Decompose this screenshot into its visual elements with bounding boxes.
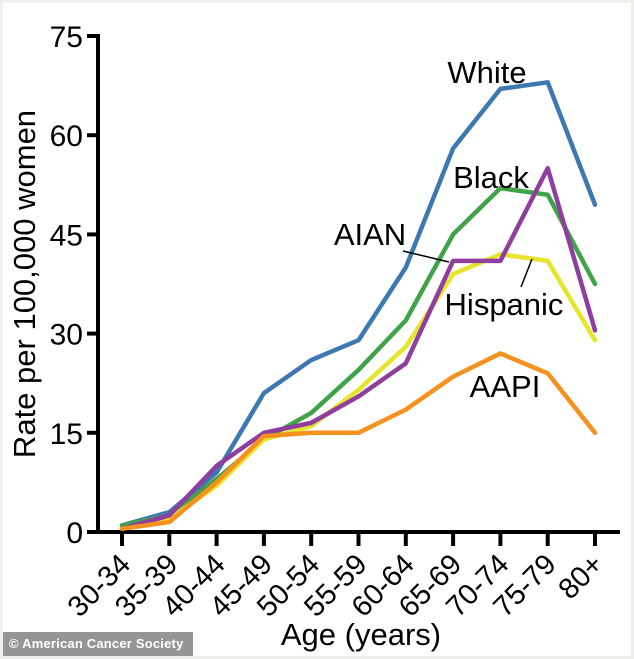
series-label-aian: AIAN: [334, 217, 406, 252]
callout-line-hispanic: [520, 258, 533, 288]
x-axis-title: Age (years): [281, 617, 441, 652]
series-label-white: White: [447, 55, 526, 90]
series-line-aian: [119, 166, 598, 531]
watermark-text: © American Cancer Society: [9, 636, 184, 651]
series-label-aapi: AAPI: [470, 369, 541, 404]
series-line-aapi: [119, 351, 598, 531]
series-line-black: [119, 185, 598, 528]
series-label-black: Black: [453, 160, 529, 195]
y-tick-label-60: 60: [50, 120, 83, 153]
line-chart: 0153045607530-3435-3940-4445-4950-5455-5…: [7, 21, 620, 652]
y-tick-label-0: 0: [66, 517, 83, 550]
y-tick-label-30: 30: [50, 319, 83, 352]
y-tick-label-75: 75: [50, 21, 83, 54]
series-line-white: [119, 80, 598, 528]
callout-line-aian: [402, 250, 450, 263]
series-label-hispanic: Hispanic: [445, 287, 564, 322]
y-tick-label-45: 45: [50, 219, 83, 252]
watermark-badge: © American Cancer Society: [3, 632, 193, 656]
x-tick-label-80-: 80+: [553, 548, 610, 605]
y-tick-label-15: 15: [50, 418, 83, 451]
y-axis-title: Rate per 100,000 women: [7, 110, 42, 458]
